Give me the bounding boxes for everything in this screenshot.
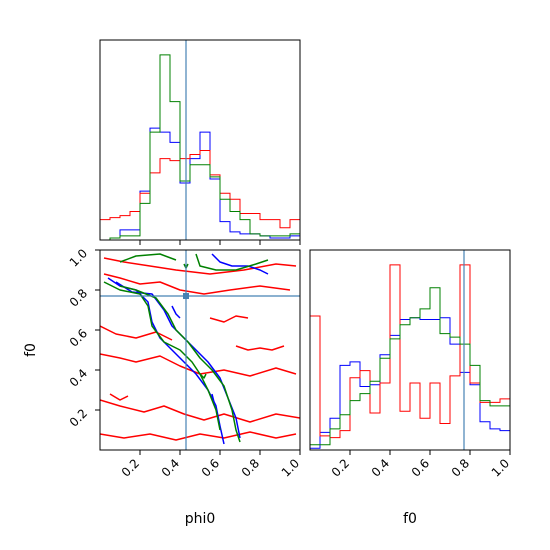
f0-hist-x-tick-label-3: 0.8 — [449, 456, 472, 479]
f0-hist-series-1 — [309, 264, 511, 450]
phi0-hist-series-0 — [100, 127, 301, 241]
phi0-hist-series-1 — [99, 149, 301, 240]
contour-14 — [119, 253, 177, 263]
contour-15 — [195, 253, 269, 271]
contour-0 — [103, 257, 297, 275]
joint-x-tick-label-0: 0.2 — [119, 456, 142, 479]
x-axis-label-f0: f0 — [403, 511, 417, 527]
contour-5 — [100, 431, 297, 441]
contour-7 — [235, 345, 285, 351]
contour-3 — [100, 353, 297, 377]
joint-y-tick-label-3: 0.8 — [67, 286, 90, 309]
joint-y-tick-label-1: 0.4 — [67, 366, 90, 389]
joint-x-tick-label-1: 0.4 — [159, 456, 182, 479]
joint-x-tick-label-3: 0.8 — [239, 456, 262, 479]
phi0-hist-series-2 — [100, 54, 301, 241]
contour-lines — [100, 253, 300, 445]
joint-x-tick-label-2: 0.6 — [199, 456, 222, 479]
f0-hist-series-2 — [309, 287, 511, 450]
contour-4 — [100, 399, 300, 423]
phi0-f0-contour-panel: 0.2 0.4 0.6 0.8 1.0 0.2 0.4 0.6 0.8 1.0 — [67, 246, 302, 479]
joint-x-tick-label-4: 1.0 — [279, 456, 302, 479]
joint-y-tick-label-2: 0.6 — [67, 326, 90, 349]
contour-19 — [199, 373, 207, 379]
f0-hist-x-tick-label-2: 0.6 — [409, 456, 432, 479]
f0-hist-x-tick-label-1: 0.4 — [369, 456, 392, 479]
f0-hist-x-tick-label-0: 0.2 — [329, 456, 352, 479]
f0-histogram-panel: 0.2 0.4 0.6 0.8 1.0 — [309, 249, 512, 480]
contour-6 — [209, 315, 249, 323]
contour-16 — [103, 281, 221, 431]
contour-13 — [211, 393, 217, 407]
y-axis-label-f0: f0 — [23, 343, 39, 357]
joint-y-tick-label-0: 0.2 — [67, 406, 90, 429]
contour-9 — [211, 253, 269, 275]
truth-marker — [183, 293, 189, 299]
x-axis-label-phi0: phi0 — [185, 511, 216, 527]
contour-12 — [171, 305, 181, 319]
joint-frame — [99, 249, 301, 451]
contour-2 — [100, 325, 173, 341]
f0-histogram-frame — [309, 249, 511, 451]
phi0-histogram-panel — [99, 39, 301, 245]
f0-hist-x-tick-label-4: 1.0 — [489, 456, 512, 479]
contour-17 — [119, 285, 241, 443]
contour-8 — [109, 393, 129, 401]
phi0-histogram-frame — [99, 39, 301, 241]
contour-1 — [103, 273, 291, 295]
joint-y-tick-label-4: 1.0 — [67, 246, 90, 269]
